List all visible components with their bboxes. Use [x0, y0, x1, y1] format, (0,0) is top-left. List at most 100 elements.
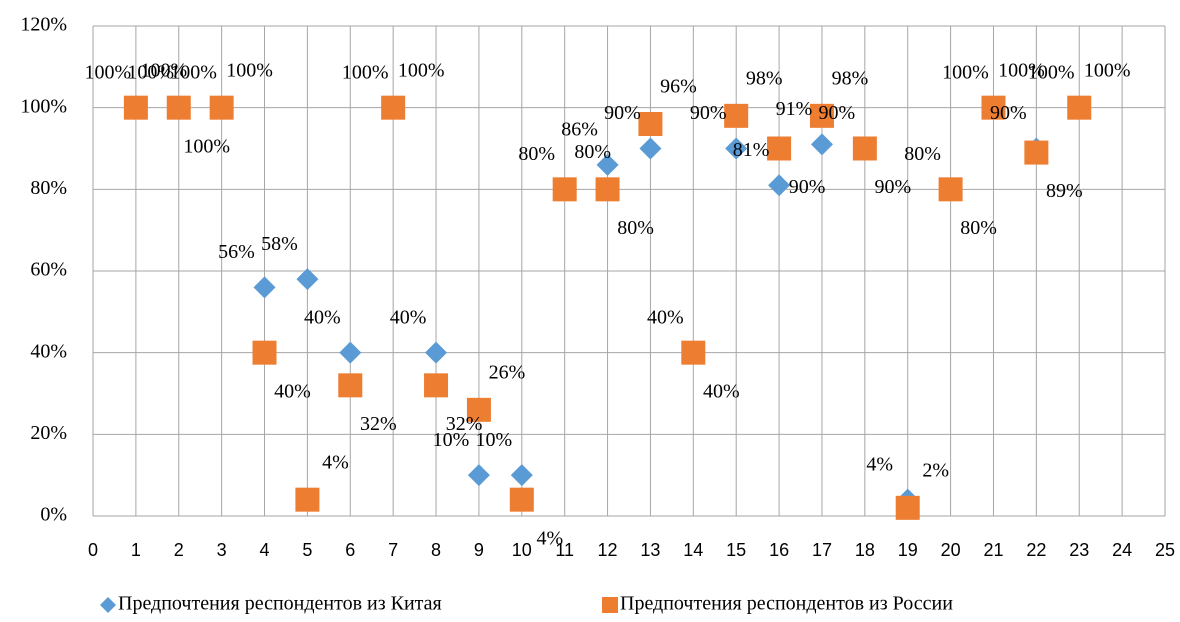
- point: [253, 276, 276, 299]
- data-label: 100%: [183, 135, 230, 157]
- data-label: 100%: [342, 61, 389, 83]
- data-label: 81%: [733, 139, 770, 161]
- x-tick-label: 0: [88, 540, 98, 560]
- data-label: 96%: [660, 76, 697, 98]
- point: [424, 373, 449, 398]
- point: [767, 136, 792, 161]
- data-label: 91%: [776, 98, 813, 120]
- x-tick-label: 18: [855, 540, 875, 560]
- data-label: 10%: [475, 429, 512, 451]
- data-label: 10%: [433, 429, 470, 451]
- point: [509, 487, 534, 512]
- data-label: 80%: [960, 217, 997, 239]
- x-tick-label: 15: [726, 540, 746, 560]
- data-label: 90%: [789, 176, 826, 198]
- point: [166, 95, 191, 120]
- data-label: 40%: [304, 306, 341, 328]
- point: [338, 373, 363, 398]
- point: [466, 397, 491, 422]
- x-tick-label: 12: [598, 540, 618, 560]
- data-label: 4%: [536, 527, 563, 549]
- legend-label: Предпочтения респондентов из России: [620, 593, 953, 615]
- data-label: 80%: [904, 143, 941, 165]
- x-tick-label: 21: [983, 540, 1003, 560]
- x-tick-label: 13: [640, 540, 660, 560]
- x-tick-label: 5: [302, 540, 312, 560]
- data-label: 40%: [703, 380, 740, 402]
- x-tick-label: 8: [431, 540, 441, 560]
- data-label: 100%: [226, 59, 273, 81]
- point: [1067, 95, 1092, 120]
- data-label: 4%: [866, 453, 893, 475]
- x-tick-label: 2: [174, 540, 184, 560]
- point: [725, 137, 748, 160]
- point: [295, 487, 320, 512]
- data-label: 32%: [360, 413, 397, 435]
- data-label: 90%: [690, 102, 727, 124]
- point: [1024, 140, 1049, 165]
- point: [595, 177, 620, 202]
- point: [381, 95, 406, 120]
- data-label: 40%: [647, 306, 684, 328]
- y-tick-label: 20%: [30, 422, 67, 444]
- data-label: 90%: [604, 102, 641, 124]
- point: [296, 268, 319, 291]
- x-tick-label: 19: [898, 540, 918, 560]
- point: [123, 95, 148, 120]
- data-label: 56%: [218, 241, 255, 263]
- data-label: 100%: [141, 59, 188, 81]
- x-tick-label: 14: [683, 540, 703, 560]
- point: [810, 133, 833, 156]
- data-label: 100%: [1028, 61, 1075, 83]
- data-label: 90%: [875, 176, 912, 198]
- x-tick-label: 25: [1155, 540, 1175, 560]
- x-tick-label: 20: [941, 540, 961, 560]
- y-tick-label: 80%: [30, 177, 67, 199]
- point: [425, 341, 448, 364]
- data-label: 100%: [998, 59, 1045, 81]
- data-label: 2%: [922, 459, 949, 481]
- y-tick-label: 120%: [20, 14, 67, 36]
- point: [639, 137, 662, 160]
- data-label: 100%: [1084, 59, 1131, 81]
- data-label: 40%: [390, 306, 427, 328]
- point: [510, 464, 533, 487]
- point: [209, 95, 234, 120]
- x-tick-label: 16: [769, 540, 789, 560]
- point: [768, 174, 791, 197]
- point: [938, 177, 963, 202]
- legend-marker: [100, 597, 116, 613]
- point: [596, 153, 619, 176]
- x-tick-label: 1: [131, 540, 141, 560]
- y-tick-label: 0%: [40, 504, 67, 526]
- x-tick-label: 7: [388, 540, 398, 560]
- point: [638, 112, 663, 136]
- legend-label: Предпочтения респондентов из Китая: [118, 593, 442, 615]
- point: [852, 136, 877, 161]
- data-label: 89%: [1046, 180, 1083, 202]
- point: [552, 177, 577, 202]
- data-label: 80%: [574, 141, 611, 163]
- data-label: 80%: [617, 217, 654, 239]
- point: [339, 341, 362, 364]
- point: [981, 95, 1006, 120]
- data-label: 100%: [85, 61, 132, 83]
- data-label: 86%: [561, 118, 598, 140]
- data-label: 26%: [489, 361, 526, 383]
- data-label: 4%: [322, 451, 349, 473]
- data-label: 100%: [170, 61, 217, 83]
- point: [895, 495, 920, 520]
- data-label: 90%: [819, 102, 856, 124]
- y-tick-label: 100%: [20, 95, 67, 117]
- data-label: 80%: [518, 143, 555, 165]
- x-tick-label: 9: [474, 540, 484, 560]
- point: [809, 103, 834, 128]
- y-tick-label: 40%: [30, 340, 67, 362]
- point: [724, 103, 749, 128]
- x-tick-label: 10: [512, 540, 532, 560]
- data-label: 58%: [261, 233, 298, 255]
- x-tick-label: 22: [1026, 540, 1046, 560]
- data-label: 100%: [127, 61, 174, 83]
- x-tick-label: 4: [260, 540, 270, 560]
- point: [252, 340, 277, 365]
